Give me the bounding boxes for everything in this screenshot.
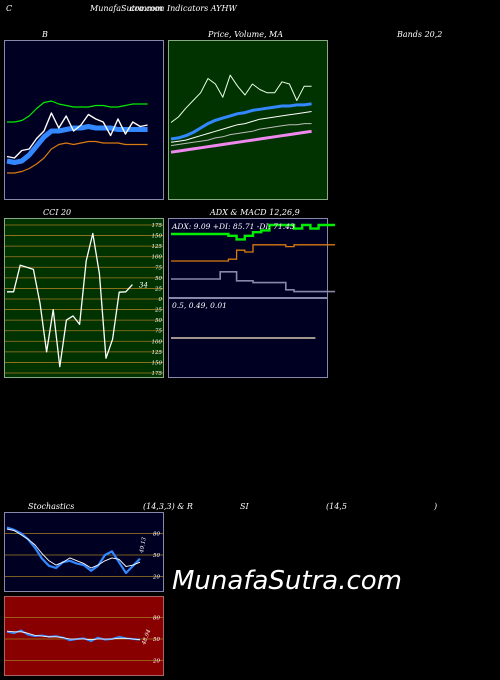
rsi-last-value-label: 48.94 (141, 628, 153, 646)
header-subtitle: common Indicators AYHW (130, 4, 237, 13)
adx-series-line-2 (171, 270, 335, 293)
cci-chart: 175 150 125 100 75 50 25 0 25 50 75 100 125 150 175 34 (5, 223, 163, 377)
stochastics-panel: 80 50 20 49.13 (4, 512, 164, 592)
bollinger-series-line-3 (6, 112, 148, 159)
cci-last-value-label: 34 (139, 282, 148, 290)
adx-panel: ADX: 9.09 +DI: 85.71 -DI: 71.43 (168, 218, 335, 298)
stoch-d-line (6, 528, 141, 569)
adx-values-label: ADX: 9.09 +DI: 85.71 -DI: 71.43 (172, 222, 295, 231)
cci-tick-label: 175 (152, 223, 163, 229)
watermark: MunafaSutra.com (172, 566, 403, 596)
price-ma-series-line-0 (170, 74, 312, 123)
cci-tick-label: 150 (152, 360, 163, 366)
cci-panel: 175 150 125 100 75 50 25 0 25 50 75 100 125 150 175 34 (4, 218, 164, 378)
rsi-panel: 80 50 20 48.94 (4, 596, 164, 676)
cci-line (7, 232, 133, 368)
cci-tick-label: 0 (159, 297, 163, 303)
adx-series-line-0 (171, 223, 335, 241)
adx-chart (171, 223, 335, 293)
bollinger-panel (4, 40, 164, 200)
label-stoch-params: (14,3,3) & R (143, 502, 193, 511)
cci-tick-label: 75 (155, 329, 162, 335)
rsi-tick-label: 20 (152, 659, 160, 665)
bollinger-series-line-1 (7, 100, 148, 123)
price-ma-panel (168, 40, 328, 200)
price-ma-series-line-2 (170, 111, 312, 143)
rsi-chart: 80 50 20 48.94 (5, 615, 163, 665)
cci-tick-label: 50 (155, 318, 162, 324)
adx-series-line-1 (171, 244, 335, 262)
macd-values-label: 0.5, 0.49, 0.01 (172, 301, 227, 310)
stoch-k-line (6, 526, 141, 575)
label-rsi-params: (14,5 (326, 502, 347, 511)
cci-tick-label: 125 (152, 350, 163, 356)
cci-tick-label: 25 (154, 308, 162, 314)
price-ma-series-line-4 (170, 129, 312, 154)
cci-tick-label: 125 (152, 244, 163, 250)
price-ma-series-line-3 (170, 123, 312, 147)
label-adx-macd: ADX & MACD 12,26,9 (210, 208, 300, 217)
macd-panel: 0.5, 0.49, 0.01 (168, 298, 328, 378)
rsi-line (6, 629, 141, 643)
label-bands: Bands 20,2 (397, 30, 443, 39)
cci-tick-label: 100 (152, 339, 163, 345)
stoch-tick-label: 20 (152, 575, 160, 581)
cci-tick-label: 100 (152, 255, 163, 261)
label-price-volume-ma: Price, Volume, MA (208, 30, 284, 39)
cci-tick-label: 150 (152, 234, 163, 240)
cci-tick-label: 25 (154, 286, 162, 292)
label-si: SI (240, 502, 249, 511)
cci-tick-label: 75 (155, 265, 162, 271)
bollinger-series-line-2 (7, 140, 148, 174)
stoch-tick-label: 80 (153, 531, 160, 537)
stochastics-chart: 80 50 20 49.13 (5, 526, 163, 581)
bollinger-chart (6, 100, 148, 174)
rsi-tick-label: 50 (153, 637, 160, 643)
header-c: C (6, 4, 13, 13)
stoch-tick-label: 50 (153, 553, 160, 559)
rsi-tick-label: 80 (153, 615, 160, 621)
label-cci: CCI 20 (43, 208, 72, 217)
rsi-smooth-line (6, 630, 141, 641)
cci-tick-label: 50 (155, 276, 162, 282)
label-stochastics: Stochastics (28, 502, 75, 511)
cci-tick-label: 175 (152, 371, 163, 377)
label-b: B (42, 30, 48, 39)
site-title[interactable]: MunafaSutra.com (90, 4, 163, 13)
macd-chart (171, 337, 316, 339)
price-ma-chart (170, 74, 312, 154)
price-ma-series-line-1 (170, 102, 312, 141)
stoch-last-value-label: 49.13 (139, 536, 148, 554)
label-close-paren: ) (434, 502, 438, 511)
